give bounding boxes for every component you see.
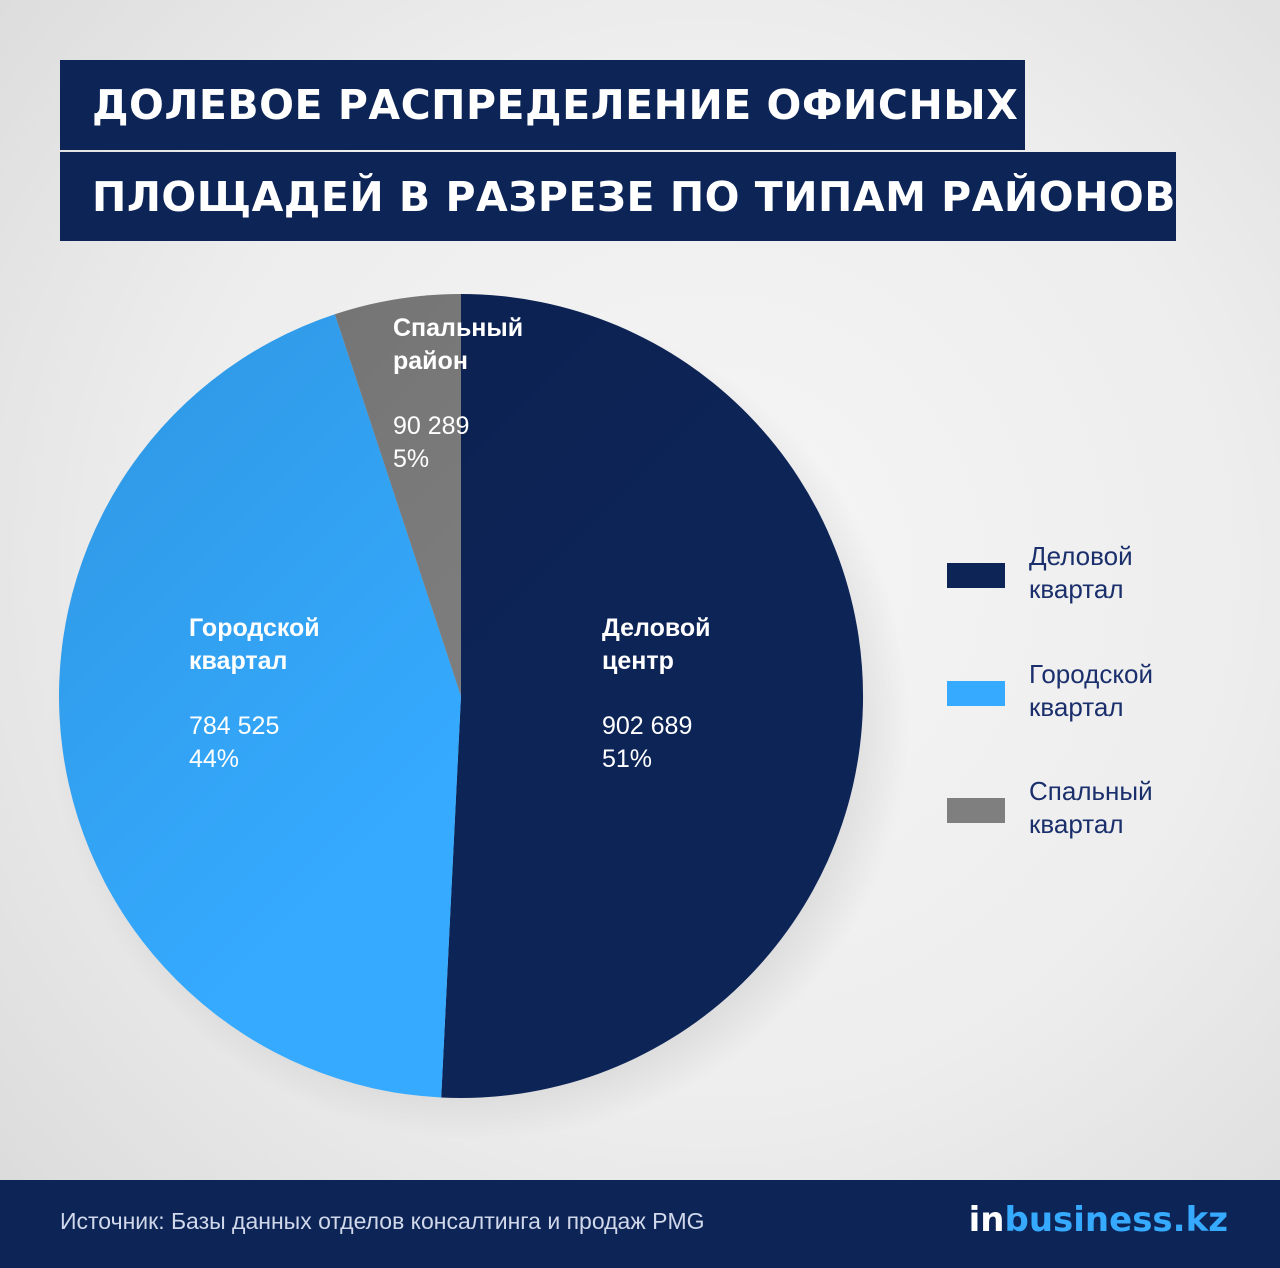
footer-bar: Источник: Базы данных отделов консалтинг… xyxy=(0,1180,1280,1268)
legend-label-residential: Спальный квартал xyxy=(1029,776,1153,839)
legend-label-city: Городской квартал xyxy=(1029,659,1153,722)
pie-shading xyxy=(59,294,863,1098)
pie-chart: Деловой центр 902 689 51% Городской квартал 78… xyxy=(50,293,910,1140)
slice-label-residential-district: Спальный район 90 289 5% xyxy=(393,314,523,473)
chart-title-line-2: ПЛОЩАДЕЙ В РАЗРЕЗЕ ПО ТИПАМ РАЙОНОВ xyxy=(60,152,1176,241)
legend-label-business: Деловой квартал xyxy=(1029,541,1133,604)
source-note: Источник: Базы данных отделов консалтинг… xyxy=(60,1208,705,1234)
legend-swatch-business xyxy=(947,563,1005,588)
inbusiness-logo[interactable]: inbusiness.kz xyxy=(969,1200,1228,1240)
logo-in-text: in xyxy=(968,1200,1005,1240)
legend-swatch-city xyxy=(947,681,1005,706)
slice-label-business-center: Деловой центр 902 689 51% xyxy=(602,614,711,773)
slice-label-city-quarter: Городской квартал 784 525 44% xyxy=(189,614,320,773)
chart-title-line-1: ДОЛЕВОЕ РАСПРЕДЕЛЕНИЕ ОФИСНЫХ xyxy=(60,60,1025,150)
logo-rest-text: business.kz xyxy=(1004,1200,1229,1240)
legend-swatch-residential xyxy=(947,798,1005,823)
